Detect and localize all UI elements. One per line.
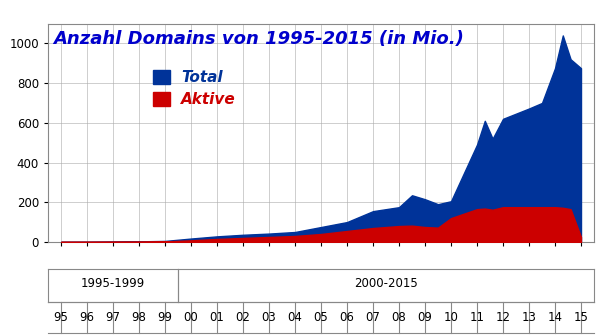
Text: 15: 15 [574,311,589,324]
Text: 02: 02 [236,311,250,324]
Text: 01: 01 [209,311,224,324]
Text: 11: 11 [469,311,485,324]
Text: Anzahl Domains von 1995-2015 (in Mio.): Anzahl Domains von 1995-2015 (in Mio.) [53,30,464,48]
Text: 2000-2015: 2000-2015 [354,278,418,290]
Legend: Total, Aktive: Total, Aktive [153,70,236,107]
Text: 1995-1999: 1995-1999 [81,278,145,290]
Text: 12: 12 [496,311,511,324]
Text: 00: 00 [184,311,199,324]
Text: 06: 06 [340,311,355,324]
Text: 98: 98 [131,311,146,324]
Text: 96: 96 [80,311,95,324]
Text: 04: 04 [287,311,302,324]
Text: 05: 05 [314,311,328,324]
Text: 09: 09 [418,311,433,324]
Text: 10: 10 [443,311,458,324]
Text: 14: 14 [548,311,563,324]
Text: 95: 95 [53,311,68,324]
Text: 07: 07 [365,311,380,324]
Text: 13: 13 [521,311,536,324]
Text: 99: 99 [157,311,173,324]
Text: 08: 08 [392,311,406,324]
Text: 03: 03 [262,311,277,324]
Text: 97: 97 [106,311,121,324]
